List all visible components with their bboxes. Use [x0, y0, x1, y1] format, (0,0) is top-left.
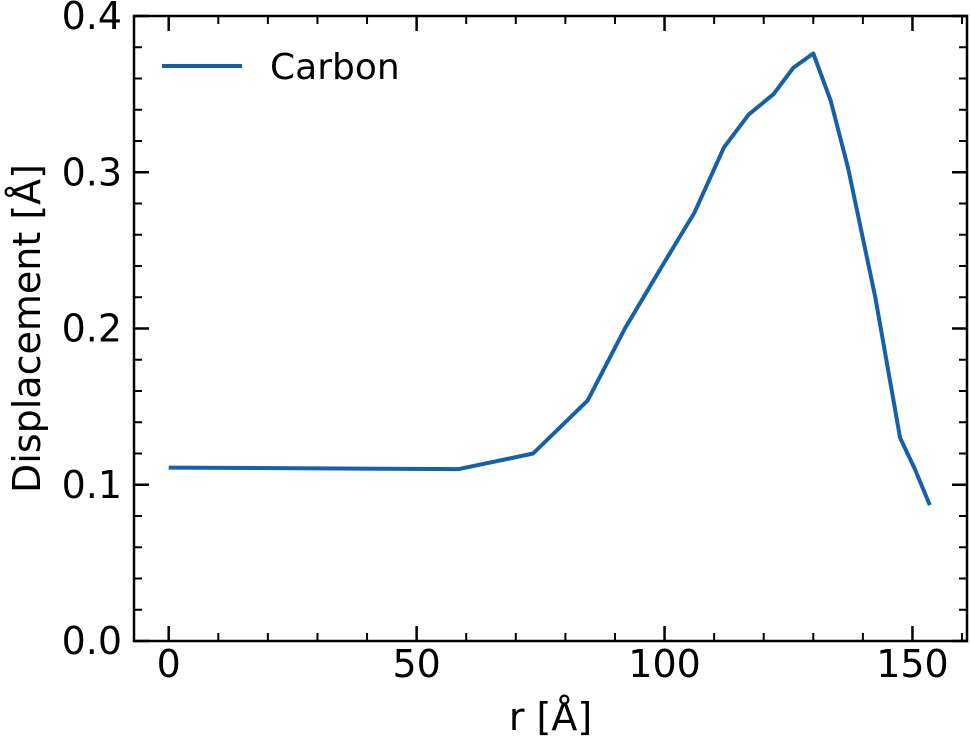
- x-tick-label: 100: [628, 642, 701, 686]
- legend: Carbon: [162, 47, 400, 88]
- x-tick-labels: 0 50 100 150: [157, 642, 949, 686]
- x-tick-label: 0: [157, 642, 181, 686]
- series-layer: [168, 51, 932, 506]
- y-tick-label: 0.4: [62, 0, 122, 38]
- x-axis-label: r [Å]: [509, 695, 592, 738]
- minor-ticks: [134, 16, 967, 641]
- y-axis-label: Displacement [Å]: [5, 164, 49, 493]
- series-line-carbon: [168, 51, 932, 506]
- y-tick-label: 0.2: [62, 307, 122, 351]
- x-tick-label: 150: [876, 642, 949, 686]
- y-tick-label: 0.1: [62, 463, 122, 507]
- y-tick-labels: 0.0 0.1 0.2 0.3 0.4: [62, 0, 122, 663]
- major-ticks: [134, 14, 967, 643]
- y-tick-label: 0.3: [62, 150, 122, 194]
- plot-frame: [132, 14, 969, 643]
- y-tick-label: 0.0: [62, 619, 122, 663]
- x-tick-label: 50: [392, 642, 440, 686]
- legend-label-carbon: Carbon: [270, 47, 400, 88]
